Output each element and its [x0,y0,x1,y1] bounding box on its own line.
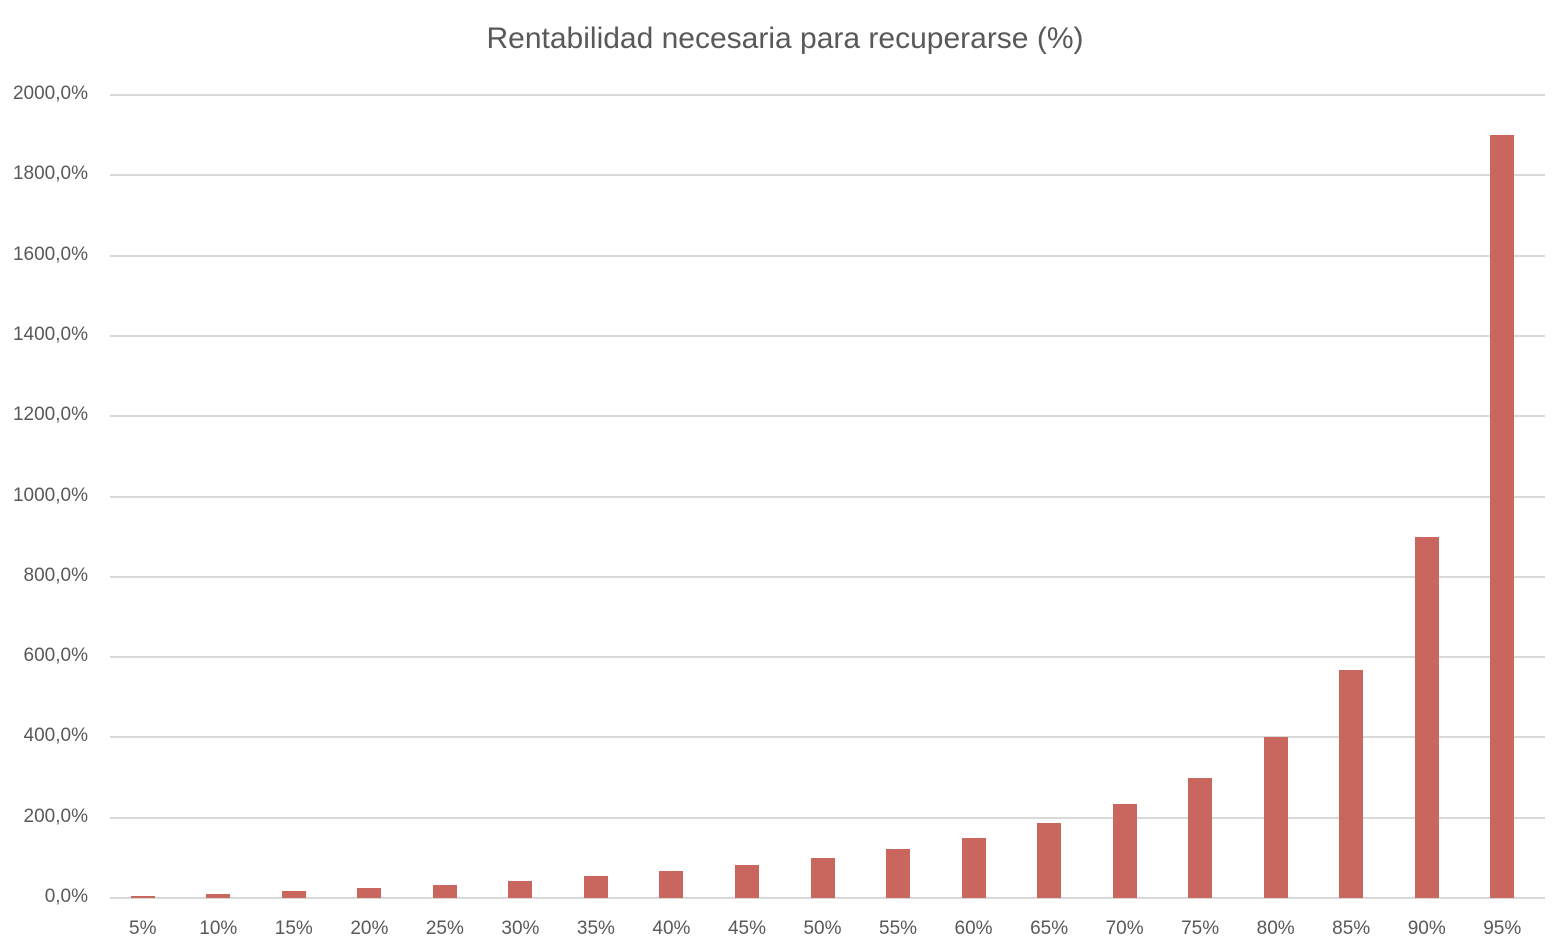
x-tick-label: 95% [1483,918,1522,939]
y-tick-label: 800,0% [23,564,88,586]
bar [961,837,986,898]
bar [1414,536,1439,898]
x-tick-label: 75% [1181,918,1220,939]
x-tick-label: 55% [879,918,918,939]
gridline [110,495,1545,498]
bar [1112,804,1137,898]
bar [886,848,911,898]
y-tick-label: 600,0% [23,645,88,667]
bar [130,895,155,898]
bar [206,893,231,898]
gridline [110,656,1545,659]
bar [1339,670,1364,898]
x-tick-label: 45% [727,918,766,939]
gridline [110,254,1545,257]
gridline [110,415,1545,418]
chart-title: Rentabilidad necesaria para recuperarse … [486,22,1084,55]
x-tick-label: 80% [1256,918,1295,939]
y-tick-label: 1400,0% [12,323,88,345]
x-tick-label: 15% [274,918,313,939]
y-tick-label: 400,0% [23,725,88,747]
bar [583,876,608,898]
x-tick-label: 20% [350,918,389,939]
y-tick-label: 1000,0% [12,484,88,506]
bar [1188,777,1213,898]
x-tick-label: 35% [576,918,615,939]
gridline [110,94,1545,96]
x-tick-label: 30% [501,918,540,939]
bar [1490,135,1515,898]
bar [432,884,457,898]
y-tick-label: 1800,0% [12,163,88,185]
gridline [110,334,1545,337]
bar [810,857,835,898]
x-tick-label: 90% [1407,918,1446,939]
bar [357,887,382,898]
bar [734,865,759,898]
y-tick-label: 200,0% [23,805,88,827]
x-tick-label: 40% [652,918,691,939]
x-tick-label: 65% [1030,918,1069,939]
plot-area [110,94,1545,899]
gridline [110,736,1545,739]
bar [659,871,684,898]
x-tick-label: 85% [1332,918,1371,939]
gridline [110,575,1545,578]
gridline [110,897,1545,899]
bar [1037,823,1062,898]
y-tick-label: 2000,0% [12,83,88,104]
bar [508,880,533,898]
y-tick-label: 1200,0% [12,404,88,426]
y-tick-label: 0,0% [44,886,88,907]
bar [281,890,306,898]
x-tick-label: 70% [1105,918,1144,939]
gridline [110,174,1545,177]
x-tick-label: 10% [199,918,238,939]
x-tick-label: 5% [129,918,157,939]
x-tick-label: 25% [425,918,464,939]
x-tick-label: 60% [954,918,993,939]
x-tick-label: 50% [803,918,842,939]
bar [1263,737,1288,898]
y-tick-label: 1600,0% [12,243,88,265]
gridline [110,816,1545,819]
